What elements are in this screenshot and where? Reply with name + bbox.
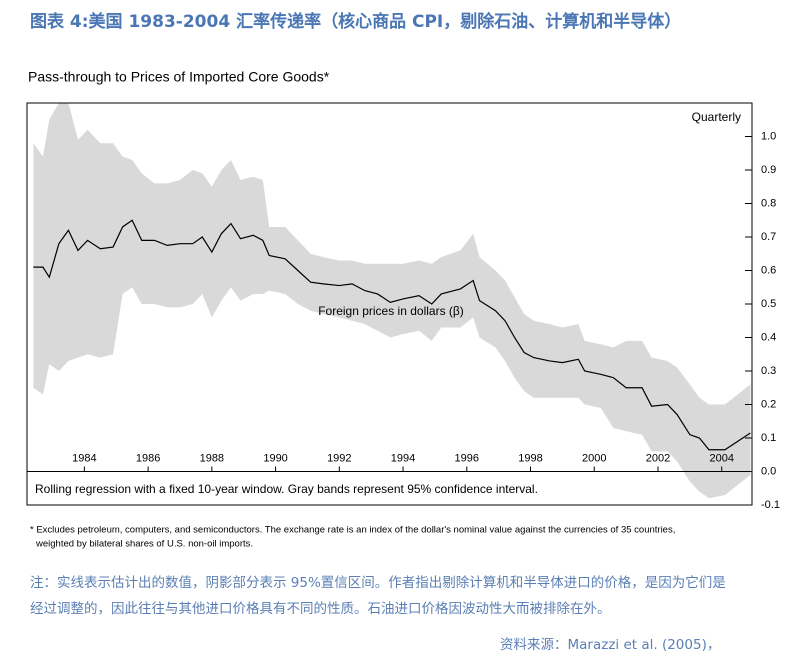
x-tick-label: 1990 [263,452,287,464]
x-tick-label: 1988 [200,452,224,464]
x-tick-label: 1996 [455,452,479,464]
y-tick-label: 0.0 [761,465,776,477]
x-tick-label: 2004 [709,452,733,464]
source: 资料来源：Marazzi et al. (2005)， [500,637,720,653]
x-tick-label: 1998 [518,452,542,464]
note: 经过调整的，因此往往与其他进口价格具有不同的性质。石油进口价格因波动性大而被排除… [30,601,611,617]
y-tick-label: 0.3 [761,365,776,377]
note: 注：实线表示估计出的数值，阴影部分表示 95%置信区间。作者指出剔除计算机和半导… [30,574,726,591]
y-tick-label: 0.6 [761,264,776,276]
x-tick-label: 2002 [646,452,670,464]
x-tick-label: 1984 [72,452,96,464]
x-tick-label: 2000 [582,452,606,464]
footnote: * Excludes petroleum, computers, and sem… [30,525,675,536]
x-tick-label: 1994 [391,452,415,464]
line [33,219,751,451]
x-tick-label: 1986 [136,452,160,464]
plot-area [33,103,751,499]
heading: 图表 4:美国 1983-2004 汇率传递率（核心商品 CPI，剔除石油、计算… [30,11,681,32]
box-note: Rolling regression with a fixed 10-year … [35,482,538,496]
y-tick-label: 0.7 [761,231,776,243]
annotation: Foreign prices in dollars (β) [318,304,464,318]
chart-title: Pass-through to Prices of Imported Core … [28,69,330,85]
y-tick-label: 0.4 [761,331,776,343]
y-tick-label: 0.2 [761,398,776,410]
y-tick-label: 0.1 [761,432,776,444]
y-tick-label: 0.9 [761,164,776,176]
y-tick-label: 0.8 [761,197,776,209]
confidence-band [33,103,751,499]
frequency-label: Quarterly [692,110,741,124]
footnote: weighted by bilateral shares of U.S. non… [35,539,253,550]
x-tick-label: 1992 [327,452,351,464]
y-tick-label: 0.5 [761,298,776,310]
y-tick-label: -0.1 [761,499,780,511]
y-tick-label: 1.0 [761,130,776,142]
